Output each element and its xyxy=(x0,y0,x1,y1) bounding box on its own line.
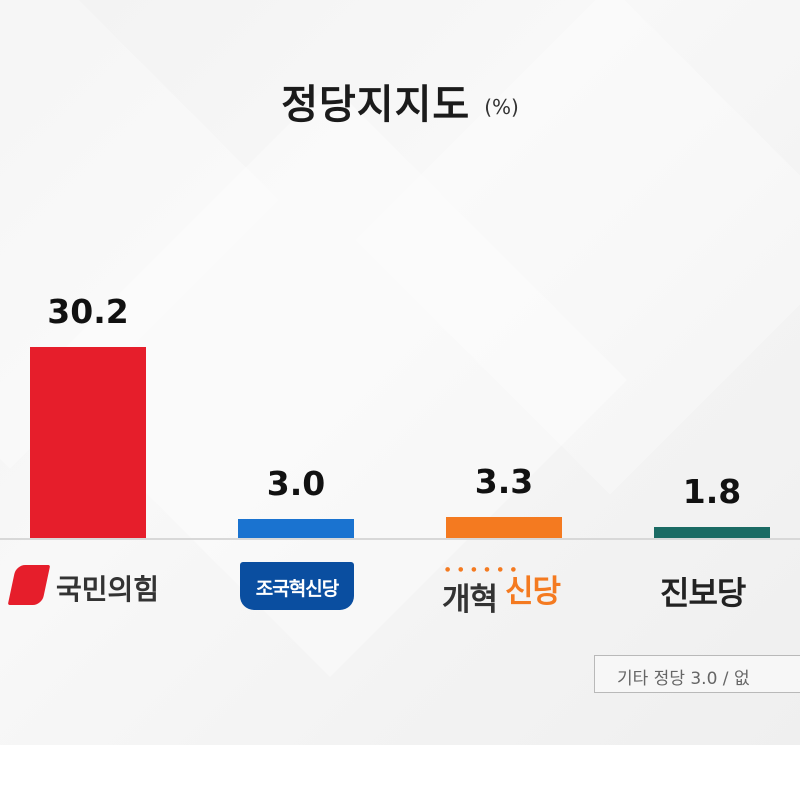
chart-unit: (%) xyxy=(484,95,519,119)
value-label-gukmin: 30.2 xyxy=(47,292,129,331)
joguk-logo-icon xyxy=(240,562,354,610)
bar-gukmin xyxy=(30,347,146,538)
value-label-gaehyeok: 3.3 xyxy=(474,462,534,501)
category-label-gaehyeok-part2: 신당 xyxy=(505,574,561,610)
chart-baseline xyxy=(0,538,800,540)
bar-gaehyeok xyxy=(446,517,562,538)
category-label-joguk: 조국혁신당 xyxy=(255,578,339,600)
footnote-box: 기타 정당 3.0 / 없 xyxy=(594,655,800,693)
bar-joguk xyxy=(238,519,354,538)
value-label-joguk: 3.0 xyxy=(266,464,326,503)
gaehyeok-logo-icon: ● ● ● ● ● ● xyxy=(445,566,519,573)
category-label-jinbo: 진보당 xyxy=(660,574,746,612)
category-label-gukmin: 국민의힘 xyxy=(56,573,160,606)
value-label-jinbo: 1.8 xyxy=(682,472,742,511)
category-label-gaehyeok-part1: 개혁 xyxy=(442,582,498,618)
bar-jinbo xyxy=(654,527,770,538)
chart-title: 정당지지도 xyxy=(281,82,471,128)
chart-header: 정당지지도 (%) xyxy=(0,72,800,130)
